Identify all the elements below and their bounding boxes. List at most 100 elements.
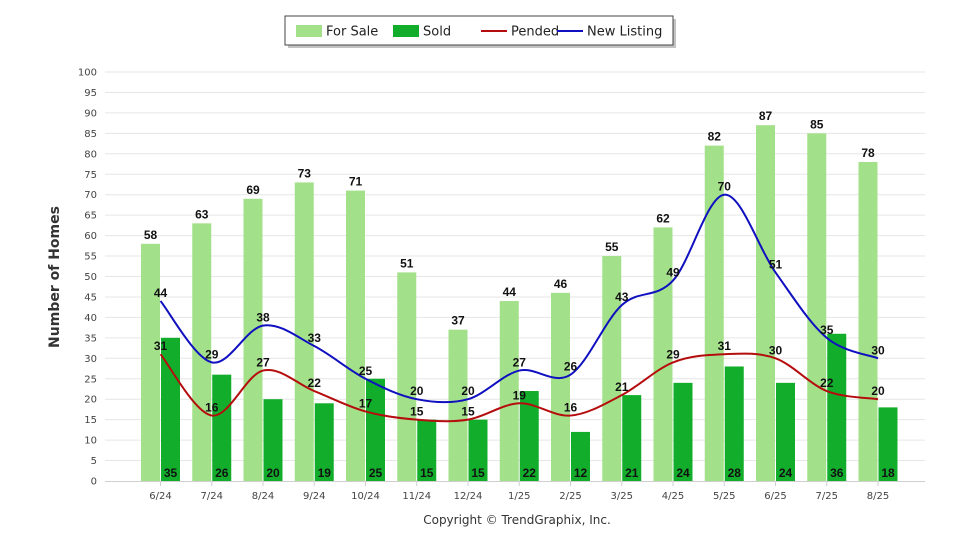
- data-label-sold: 15: [420, 466, 434, 480]
- y-tick-label: 15: [84, 415, 97, 426]
- grid-lines: [105, 71, 925, 462]
- data-label-new-listing: 25: [359, 364, 373, 378]
- bar-for-sale: [346, 190, 365, 482]
- data-label-pended: 22: [820, 376, 834, 390]
- data-label-for-sale: 37: [451, 314, 465, 328]
- y-tick-label: 40: [84, 313, 97, 324]
- data-label-for-sale: 63: [195, 207, 209, 221]
- data-label-new-listing: 33: [308, 331, 322, 345]
- legend-label: Pended: [511, 25, 559, 40]
- legend-item-pended: Pended: [481, 25, 559, 40]
- data-label-sold: 28: [728, 466, 742, 480]
- bar-for-sale: [294, 182, 314, 481]
- y-tick-label: 20: [84, 395, 97, 406]
- bar-for-sale: [807, 133, 827, 481]
- y-tick-label: 90: [84, 108, 97, 119]
- data-label-pended: 16: [564, 401, 578, 415]
- y-tick-label: 30: [84, 354, 97, 365]
- y-tick-label: 65: [84, 211, 97, 222]
- x-tick-label: 8/24: [252, 491, 274, 502]
- data-label-new-listing: 20: [461, 384, 475, 398]
- x-axis: 6/24 7/24 8/24 9/24 10/24 11/24 12/24 1/25 2/25 3…: [149, 481, 889, 502]
- data-label-sold: 12: [574, 466, 588, 480]
- data-label-new-listing: 20: [410, 384, 424, 398]
- data-label-pended: 16: [205, 401, 219, 415]
- bar-sold: [673, 382, 693, 481]
- copyright-text: Copyright © TrendGraphix, Inc.: [423, 513, 611, 527]
- bar-for-sale: [192, 223, 212, 481]
- data-label-sold: 24: [676, 466, 690, 480]
- bar-sold: [212, 374, 232, 481]
- data-label-new-listing: 27: [513, 356, 527, 370]
- bar-sold: [366, 378, 385, 481]
- data-label-pended: 31: [154, 339, 168, 353]
- data-label-for-sale: 87: [759, 109, 773, 123]
- data-label-for-sale: 58: [144, 228, 158, 242]
- data-label-new-listing: 43: [615, 290, 629, 304]
- line-series: [159, 193, 879, 423]
- legend-label: For Sale: [326, 25, 378, 40]
- bar-for-sale: [448, 329, 468, 481]
- data-label-for-sale: 82: [708, 130, 722, 144]
- y-tick-label: 75: [84, 170, 97, 181]
- legend-label: Sold: [423, 25, 451, 40]
- y-tick-label: 85: [84, 129, 97, 140]
- legend-swatch: [393, 25, 419, 37]
- x-tick-label: 2/25: [559, 491, 581, 502]
- bar-sold: [468, 419, 488, 481]
- data-label-for-sale: 55: [605, 240, 619, 254]
- series-for-sale: [141, 125, 878, 482]
- y-tick-label: 80: [84, 149, 97, 160]
- data-label-new-listing: 49: [666, 266, 680, 280]
- data-label-pended: 29: [666, 347, 680, 361]
- data-label-pended: 27: [256, 356, 270, 370]
- data-label-sold: 24: [779, 466, 793, 480]
- data-label-new-listing: 38: [256, 311, 270, 325]
- bar-for-sale: [858, 161, 878, 482]
- x-tick-label: 7/25: [816, 491, 838, 502]
- line-new-listing: [159, 193, 879, 404]
- y-tick-label: 70: [84, 190, 97, 201]
- y-tick-label: 95: [84, 88, 97, 99]
- data-label-new-listing: 26: [564, 360, 578, 374]
- bar-sold: [263, 399, 283, 481]
- data-label-new-listing: 35: [820, 323, 834, 337]
- y-axis-title: Number of Homes: [47, 206, 63, 348]
- bar-for-sale: [704, 145, 724, 481]
- data-label-new-listing: 44: [154, 286, 168, 300]
- y-tick-label: 35: [84, 333, 97, 344]
- y-tick-label: 45: [84, 292, 97, 303]
- y-axis: 0 5 10 15 20 25 30 35 40 45 50 55 60 65 70 75 80 85 90 95 10…: [78, 68, 97, 488]
- data-label-pended: 21: [615, 380, 629, 394]
- x-tick-label: 1/25: [508, 491, 530, 502]
- data-label-sold: 36: [830, 466, 844, 480]
- data-label-pended: 19: [513, 388, 527, 402]
- data-label-pended: 17: [359, 396, 373, 410]
- x-tick-label: 12/24: [454, 491, 483, 502]
- data-labels: 58 63 69 73 71 51 37 44 46 55 62 82 87 85 78 35 26 20 19 25…: [144, 109, 895, 480]
- legend-box: [284, 15, 674, 46]
- y-tick-label: 5: [91, 456, 97, 467]
- x-tick-label: 11/24: [402, 491, 431, 502]
- y-tick-label: 10: [84, 436, 97, 447]
- x-tick-label: 10/24: [351, 491, 380, 502]
- bar-sold: [878, 407, 898, 481]
- data-label-new-listing: 29: [205, 347, 219, 361]
- legend-item-for-sale: For Sale: [296, 25, 378, 40]
- data-label-new-listing: 70: [718, 180, 732, 194]
- data-label-pended: 30: [769, 343, 783, 357]
- data-label-for-sale: 71: [349, 175, 363, 189]
- data-label-sold: 35: [164, 466, 178, 480]
- data-label-sold: 19: [318, 466, 332, 480]
- data-label-for-sale: 73: [298, 166, 312, 180]
- bar-sold: [571, 431, 590, 481]
- data-label-new-listing: 30: [871, 343, 885, 357]
- data-label-for-sale: 69: [246, 183, 260, 197]
- x-tick-label: 6/25: [764, 491, 786, 502]
- y-tick-label: 100: [78, 68, 97, 79]
- bar-sold: [622, 395, 642, 481]
- bar-sold: [161, 337, 180, 481]
- legend-item-sold: Sold: [393, 25, 451, 40]
- bar-for-sale: [397, 272, 417, 481]
- data-label-for-sale: 85: [810, 117, 824, 131]
